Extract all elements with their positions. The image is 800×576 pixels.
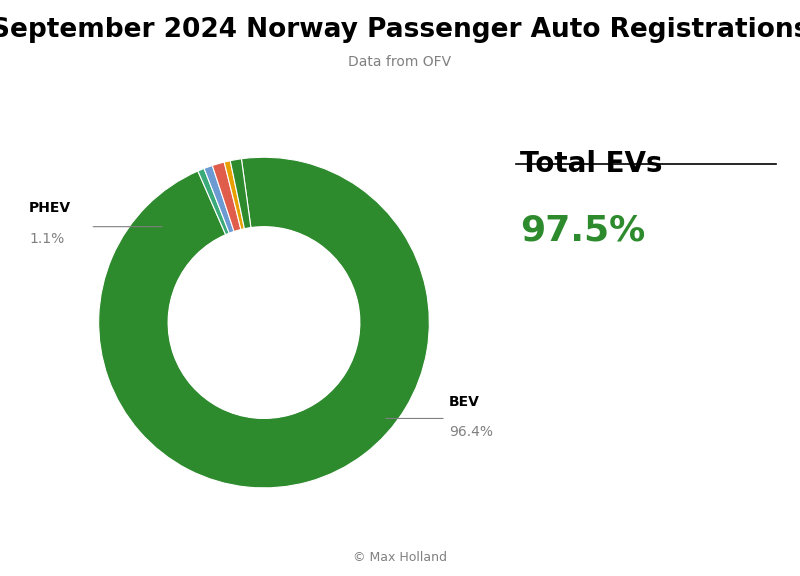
Text: 1.1%: 1.1% (30, 232, 65, 245)
Text: 97.5%: 97.5% (520, 213, 646, 247)
Text: September 2024 Norway Passenger Auto Registrations: September 2024 Norway Passenger Auto Reg… (0, 17, 800, 43)
Wedge shape (224, 161, 245, 229)
Wedge shape (230, 159, 251, 229)
Text: BEV: BEV (449, 395, 480, 408)
Wedge shape (212, 162, 241, 232)
Text: 96.4%: 96.4% (449, 425, 493, 439)
Text: Data from OFV: Data from OFV (349, 55, 451, 69)
Text: PHEV: PHEV (30, 201, 71, 215)
Text: 12,495: 12,495 (238, 361, 290, 376)
Text: Total EVs: Total EVs (520, 150, 662, 178)
Circle shape (168, 227, 360, 418)
Wedge shape (98, 157, 430, 488)
Text: © Max Holland: © Max Holland (353, 551, 447, 564)
Wedge shape (198, 168, 230, 234)
Wedge shape (204, 165, 234, 233)
